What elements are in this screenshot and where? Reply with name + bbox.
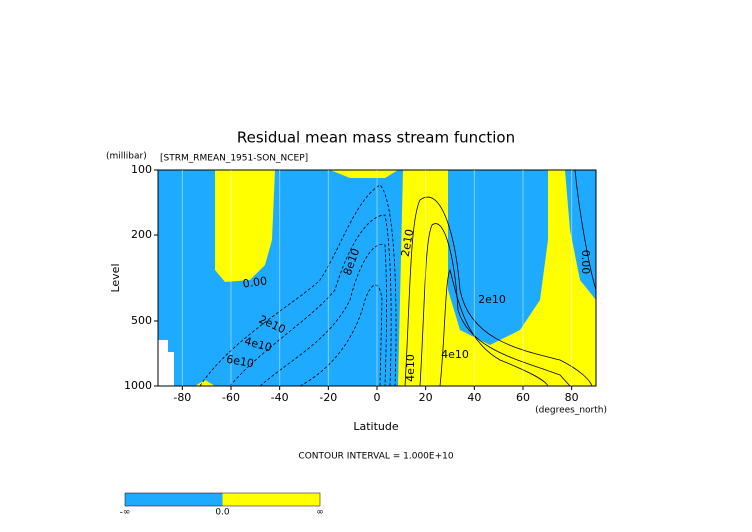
contour-label: 6e10 (225, 353, 255, 371)
x-tick-label: 0 (374, 391, 381, 404)
colorbar-frame (124, 492, 321, 507)
x-tick-label: -20 (319, 391, 337, 404)
y-axis-label: Level (109, 263, 122, 292)
contour-label: 4e10 (441, 348, 469, 361)
chart-title: Residual mean mass stream function (237, 129, 515, 147)
colorbar-label: 0.0 (215, 508, 230, 518)
x-axis-label: Latitude (353, 420, 399, 433)
missing-data (168, 352, 174, 386)
contour-label: 0.00 (242, 274, 268, 290)
x-tick-label: -80 (173, 391, 191, 404)
x-tick-label: 40 (467, 391, 481, 404)
subtitle: [STRM_RMEAN_1951-SON_NCEP] (160, 154, 308, 164)
field-positive (215, 170, 275, 282)
colorbar-swatch (125, 493, 223, 506)
y-unit: (millibar) (106, 152, 147, 162)
field-positive (195, 380, 215, 386)
contour-label: 2e10 (478, 293, 506, 306)
x-tick-label: 60 (516, 391, 530, 404)
colorbar-swatch (222, 493, 320, 506)
contour-label: 4e10 (404, 354, 417, 382)
y-tick-label: 200 (131, 228, 152, 241)
contour-lines (199, 169, 597, 387)
missing-data (158, 340, 168, 386)
colorbar-label: -∞ (120, 508, 131, 518)
field-positive (398, 170, 596, 386)
field-positive (330, 170, 398, 178)
contour-label: 0.00 (579, 250, 592, 275)
x-unit: (degrees_north) (535, 406, 607, 416)
contour-label: 2e10 (399, 228, 417, 258)
x-tick-label: 80 (565, 391, 579, 404)
x-tick-label: -60 (222, 391, 240, 404)
y-tick-label: 500 (131, 314, 152, 327)
y-tick-label: 100 (131, 163, 152, 176)
x-tick-label: 20 (419, 391, 433, 404)
y-tick-label: 1000 (124, 379, 152, 392)
x-tick-label: -40 (271, 391, 289, 404)
colorbar-label: ∞ (316, 508, 324, 518)
footer: CONTOUR INTERVAL = 1.000E+10 (298, 452, 453, 462)
